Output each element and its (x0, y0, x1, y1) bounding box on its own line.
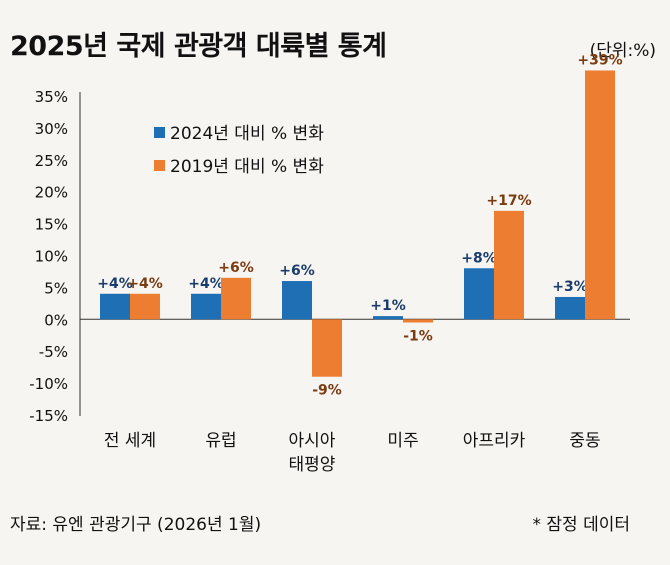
y-tick-label: 5% (44, 279, 68, 297)
bar-2024 (464, 268, 494, 320)
data-label: +1% (370, 298, 406, 314)
bar-2019 (494, 210, 524, 320)
y-tick-label: -5% (39, 343, 68, 361)
x-tick-label: 전 세계 (104, 431, 156, 451)
legend-label: 2019년 대비 % 변화 (170, 157, 324, 177)
unit-label: (단위:%) (589, 41, 656, 61)
legend-swatch (154, 160, 165, 171)
y-tick-label: 35% (35, 88, 68, 106)
source-note: 자료: 유엔 관광기구 (2026년 1월) (10, 515, 262, 535)
data-label: +4% (188, 276, 224, 292)
data-label: +6% (218, 260, 254, 276)
y-tick-label: 25% (35, 152, 68, 170)
data-label: +8% (461, 250, 497, 266)
data-label: +6% (279, 263, 315, 279)
y-tick-label: 20% (35, 184, 68, 202)
bar-2024 (373, 316, 403, 320)
x-tick-label: 태평양 (289, 455, 336, 475)
bar-2019 (130, 293, 160, 320)
data-label: +39% (577, 52, 622, 68)
x-tick-label: 아프리카 (463, 431, 526, 451)
bar-2024 (282, 281, 312, 320)
bar-2024 (191, 293, 221, 320)
y-tick-label: 15% (35, 216, 68, 234)
x-tick-label: 유럽 (205, 431, 236, 451)
chart-title: 2025년 국제 관광객 대륙별 통계 (10, 31, 387, 62)
y-tick-label: -15% (29, 407, 68, 425)
data-label: +4% (127, 276, 163, 292)
data-label: +4% (97, 276, 133, 292)
x-tick-label: 아시아 (289, 431, 336, 451)
provisional-note: * 잠정 데이터 (532, 515, 630, 535)
data-label: -1% (403, 328, 433, 344)
y-tick-label: 10% (35, 248, 68, 266)
legend-swatch (154, 127, 165, 138)
legend-label: 2024년 대비 % 변화 (170, 124, 324, 144)
bar-2024 (555, 296, 585, 320)
y-tick-label: 0% (44, 311, 68, 329)
bar-2019 (403, 319, 433, 323)
y-tick-label: 30% (35, 120, 68, 138)
bar-chart: 35%30%25%20%15%10%5%0%-5%-10%-15%+4%+4%전… (29, 52, 630, 475)
bar-2024 (100, 293, 130, 320)
data-label: -9% (312, 383, 342, 399)
y-tick-label: -10% (29, 375, 68, 393)
bar-2019 (312, 319, 342, 377)
bar-2019 (221, 277, 251, 320)
data-label: +3% (552, 279, 588, 295)
x-tick-label: 중동 (569, 431, 600, 451)
bar-2019 (585, 70, 615, 320)
x-tick-label: 미주 (387, 431, 418, 451)
data-label: +17% (486, 193, 531, 209)
